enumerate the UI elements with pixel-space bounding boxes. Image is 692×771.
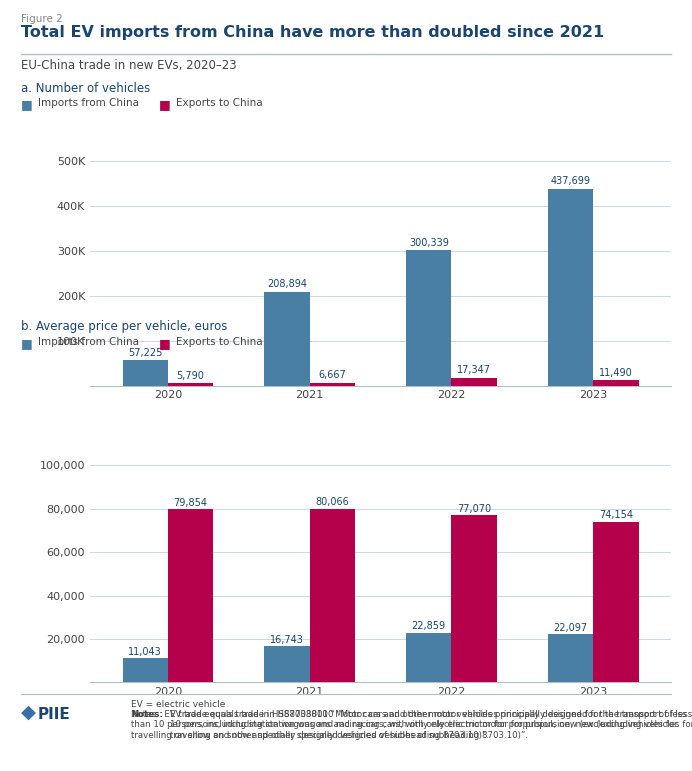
Text: ■: ■ — [21, 98, 33, 111]
Text: 22,097: 22,097 — [554, 623, 588, 633]
Bar — [451, 515, 497, 682]
Text: Exports to China: Exports to China — [176, 98, 263, 108]
Bar — [593, 521, 639, 682]
Bar — [310, 382, 355, 386]
Bar — [548, 189, 593, 386]
Bar — [310, 509, 355, 682]
Bar — [122, 658, 168, 682]
Bar — [168, 383, 213, 386]
Text: Figure 2: Figure 2 — [21, 14, 62, 24]
Text: Notes:  EV trade equals trade in HS87038010 “Motor cars and other motor vehicles: Notes: EV trade equals trade in HS870380… — [131, 710, 687, 740]
Text: ■: ■ — [21, 337, 33, 350]
Text: 77,070: 77,070 — [457, 503, 491, 513]
Text: b. Average price per vehicle, euros: b. Average price per vehicle, euros — [21, 320, 227, 333]
Text: 437,699: 437,699 — [551, 177, 590, 187]
Text: ■: ■ — [159, 337, 171, 350]
Text: EV = electric vehicle: EV = electric vehicle — [131, 700, 226, 709]
Text: Exports to China: Exports to China — [176, 337, 263, 347]
Bar — [264, 646, 310, 682]
Text: 6,667: 6,667 — [318, 370, 346, 380]
Text: Total EV imports from China have more than doubled since 2021: Total EV imports from China have more th… — [21, 25, 604, 39]
Bar — [593, 380, 639, 386]
Text: ◆: ◆ — [21, 703, 36, 722]
Bar — [406, 633, 451, 682]
Text: 17,347: 17,347 — [457, 365, 491, 375]
Text: 208,894: 208,894 — [267, 279, 307, 289]
Text: 300,339: 300,339 — [409, 238, 448, 248]
Text: PIIE: PIIE — [38, 707, 71, 722]
Bar — [264, 291, 310, 386]
Text: 74,154: 74,154 — [599, 510, 633, 520]
Text: 57,225: 57,225 — [128, 348, 163, 358]
Text: 5,790: 5,790 — [176, 371, 205, 381]
Bar — [451, 378, 497, 386]
Text: 11,490: 11,490 — [599, 368, 632, 378]
Text: 11,043: 11,043 — [129, 647, 162, 657]
Text: EU-China trade in new EVs, 2020–23: EU-China trade in new EVs, 2020–23 — [21, 59, 237, 72]
Bar — [548, 635, 593, 682]
Text: a. Number of vehicles: a. Number of vehicles — [21, 82, 150, 96]
Bar — [168, 509, 213, 682]
Text: EV trade equals trade in HS87038010 “Motor cars and other motor vehicles princip: EV trade equals trade in HS87038010 “Mot… — [170, 710, 692, 740]
Bar — [406, 251, 451, 386]
Text: Imports from China: Imports from China — [38, 337, 139, 347]
Text: Notes:: Notes: — [131, 710, 163, 719]
Bar — [122, 360, 168, 386]
Text: 80,066: 80,066 — [316, 497, 349, 507]
Text: 79,854: 79,854 — [174, 497, 208, 507]
Text: Imports from China: Imports from China — [38, 98, 139, 108]
Text: 22,859: 22,859 — [412, 621, 446, 631]
Text: ■: ■ — [159, 98, 171, 111]
Text: 16,743: 16,743 — [270, 635, 304, 645]
